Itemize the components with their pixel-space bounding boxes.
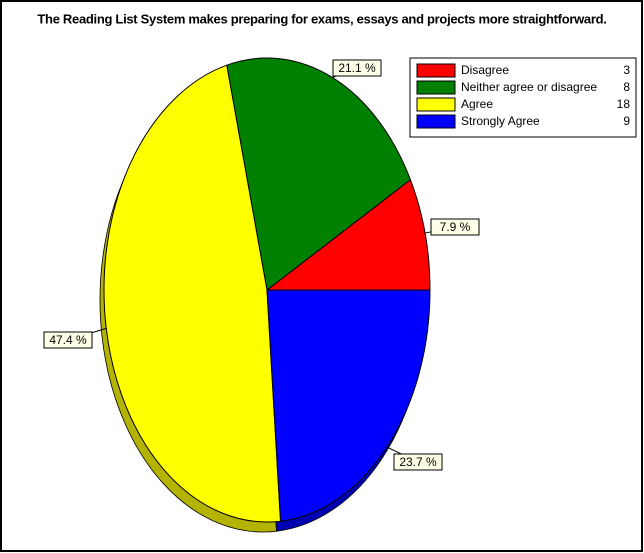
- legend-label: Disagree: [461, 63, 509, 77]
- pie: [103, 57, 431, 523]
- legend-swatch: [416, 114, 456, 129]
- value-label: 21.1 %: [338, 61, 376, 75]
- legend-count: 18: [617, 97, 631, 111]
- value-label: 7.9 %: [440, 220, 471, 234]
- value-label: 47.4 %: [49, 333, 87, 347]
- legend: Disagree 3 Neither agree or disagree 8 Agree…: [409, 57, 637, 138]
- legend-count: 9: [623, 114, 630, 128]
- value-labels: 7.9 % 21.1 % 47.4 % 23.7 %: [43, 59, 480, 471]
- legend-label: Agree: [461, 97, 493, 111]
- slice: [103, 64, 282, 523]
- legend-swatch: [416, 97, 456, 112]
- slice: [226, 57, 411, 291]
- legend-swatch: [416, 80, 456, 95]
- value-label: 23.7 %: [399, 455, 437, 469]
- legend-count: 8: [623, 80, 630, 94]
- label-box: [393, 453, 443, 471]
- legend-label: Neither agree or disagree: [461, 80, 597, 94]
- legend-count: 3: [623, 63, 630, 77]
- slice: [265, 178, 431, 291]
- label-box: [332, 59, 382, 77]
- slice: [266, 289, 431, 522]
- legend-swatch: [416, 63, 456, 78]
- chart-title: The Reading List System makes preparing …: [37, 11, 606, 26]
- legend-label: Strongly Agree: [461, 114, 540, 128]
- label-box: [430, 218, 480, 236]
- label-box: [43, 331, 93, 349]
